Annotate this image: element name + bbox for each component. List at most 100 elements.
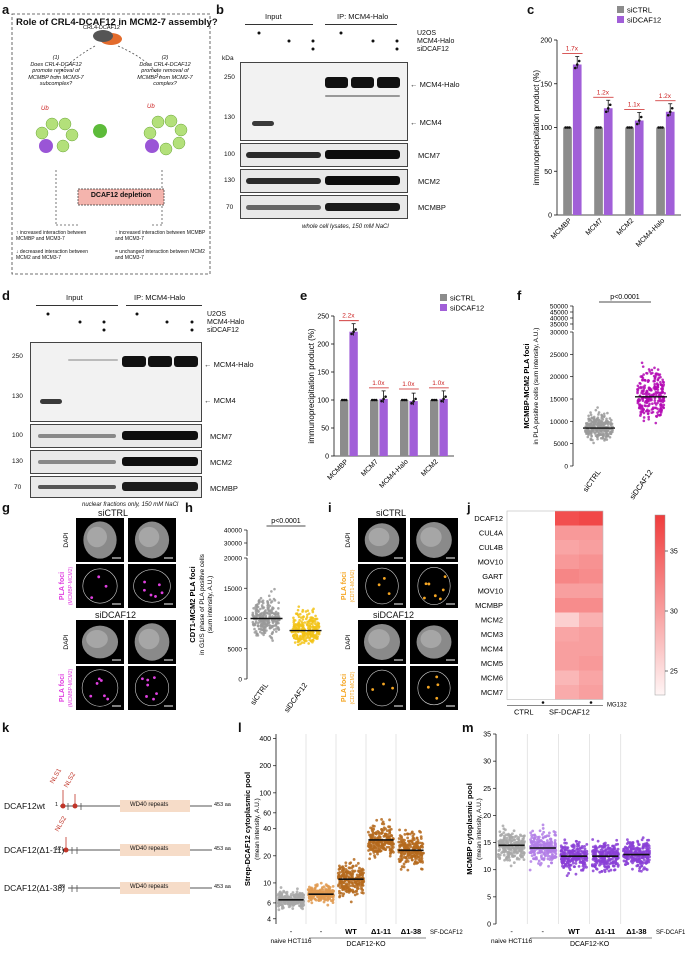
nucleus-highlight bbox=[420, 629, 442, 649]
construct-label: SF-DCAF12 bbox=[656, 930, 685, 936]
data-point bbox=[592, 430, 596, 434]
data-point bbox=[340, 398, 344, 402]
data-point bbox=[532, 845, 535, 848]
heatmap-cell bbox=[531, 554, 555, 569]
data-point bbox=[442, 397, 445, 401]
data-point bbox=[322, 885, 326, 889]
data-point bbox=[562, 857, 566, 860]
data-point bbox=[355, 892, 359, 896]
data-point bbox=[259, 596, 263, 600]
pla-focus bbox=[377, 583, 381, 587]
heatmap-cell bbox=[579, 598, 603, 613]
data-point bbox=[306, 633, 309, 636]
data-point bbox=[410, 858, 414, 862]
b-marker-100: 100 bbox=[224, 151, 235, 158]
data-point bbox=[596, 849, 599, 853]
data-point bbox=[639, 386, 643, 390]
heatmap-row-label: MCM3 bbox=[481, 630, 503, 639]
y-tick-label: 20 bbox=[263, 853, 271, 860]
x-tick-label: siCTRL bbox=[248, 681, 270, 707]
data-point bbox=[501, 824, 505, 828]
data-point bbox=[643, 384, 647, 387]
data-point bbox=[562, 865, 566, 868]
d-marker-130b: 130 bbox=[12, 458, 23, 465]
data-point bbox=[388, 854, 392, 858]
heatmap-cell bbox=[579, 540, 603, 555]
heatmap-cell bbox=[507, 627, 531, 642]
y-tick-label: 10 bbox=[483, 867, 491, 874]
data-point bbox=[345, 882, 348, 886]
b-row-mcm4halo: MCM4-Halo bbox=[417, 38, 455, 45]
data-point bbox=[623, 863, 627, 866]
data-point bbox=[372, 824, 376, 828]
data-point bbox=[644, 862, 648, 865]
x-tick-label: MCM2 bbox=[420, 458, 440, 478]
bar bbox=[439, 398, 448, 456]
data-point bbox=[534, 856, 538, 860]
data-point bbox=[380, 399, 383, 403]
data-point bbox=[530, 833, 534, 837]
band bbox=[122, 457, 198, 466]
pla-focus bbox=[160, 591, 164, 595]
data-point bbox=[341, 894, 345, 898]
data-point bbox=[593, 423, 597, 426]
data-point bbox=[666, 113, 670, 117]
pla-focus bbox=[435, 675, 439, 679]
heatmap-cell bbox=[531, 540, 555, 555]
d-blot-mcmbp bbox=[30, 476, 202, 498]
data-point bbox=[406, 859, 410, 863]
y-axis-subtitle: in G1/S phase of PLA positive cells bbox=[199, 553, 206, 655]
data-point bbox=[655, 372, 658, 375]
pla-focus bbox=[387, 592, 391, 596]
data-point bbox=[662, 398, 665, 401]
data-point bbox=[388, 830, 392, 834]
heatmap-cell bbox=[507, 525, 531, 540]
y-axis-title: MCMBP-MCM2 PLA foci bbox=[522, 343, 531, 428]
data-point bbox=[563, 841, 567, 845]
g-title-top: siCTRL bbox=[98, 508, 129, 518]
y-tick-label: 10000 bbox=[224, 616, 242, 623]
k-domain-wt: WD40 repeats bbox=[130, 802, 169, 808]
data-point bbox=[498, 856, 502, 859]
pla-image bbox=[128, 564, 176, 608]
x-tick-label: MCM7 bbox=[585, 217, 605, 237]
d-header-ip: IP: MCM4-Halo bbox=[134, 293, 186, 302]
data-point bbox=[549, 861, 553, 865]
data-point bbox=[574, 849, 577, 853]
fold-change-label: 1.2x bbox=[659, 93, 672, 100]
data-point bbox=[309, 616, 312, 620]
data-point bbox=[659, 375, 662, 379]
data-point bbox=[631, 867, 634, 871]
data-point bbox=[502, 847, 506, 850]
data-point bbox=[540, 833, 544, 836]
pla-sublabel: (CDT1-MCM2) bbox=[350, 671, 356, 704]
data-point bbox=[608, 103, 612, 107]
data-point bbox=[603, 845, 606, 849]
bar bbox=[400, 400, 409, 456]
band bbox=[325, 203, 400, 211]
d-marker-130a: 130 bbox=[12, 393, 23, 400]
data-point bbox=[272, 628, 276, 631]
data-point bbox=[370, 828, 374, 832]
data-point bbox=[535, 844, 539, 848]
data-point bbox=[658, 397, 662, 401]
y-tick-label: 40000 bbox=[550, 316, 568, 323]
data-point bbox=[611, 857, 614, 861]
data-point bbox=[350, 884, 354, 888]
pla-focus bbox=[104, 584, 108, 588]
data-point bbox=[271, 606, 274, 609]
data-point bbox=[336, 871, 340, 875]
heatmap-cell bbox=[531, 641, 555, 656]
data-point bbox=[287, 905, 291, 909]
data-point bbox=[508, 837, 512, 840]
data-point bbox=[656, 368, 660, 371]
fold-change-label: 2.2x bbox=[342, 313, 355, 320]
data-point bbox=[598, 845, 601, 849]
data-point bbox=[630, 855, 633, 859]
data-point bbox=[294, 631, 297, 634]
data-point bbox=[607, 856, 611, 860]
data-point bbox=[301, 618, 305, 621]
data-point bbox=[406, 853, 410, 857]
data-point bbox=[388, 840, 391, 844]
data-point bbox=[331, 884, 335, 888]
